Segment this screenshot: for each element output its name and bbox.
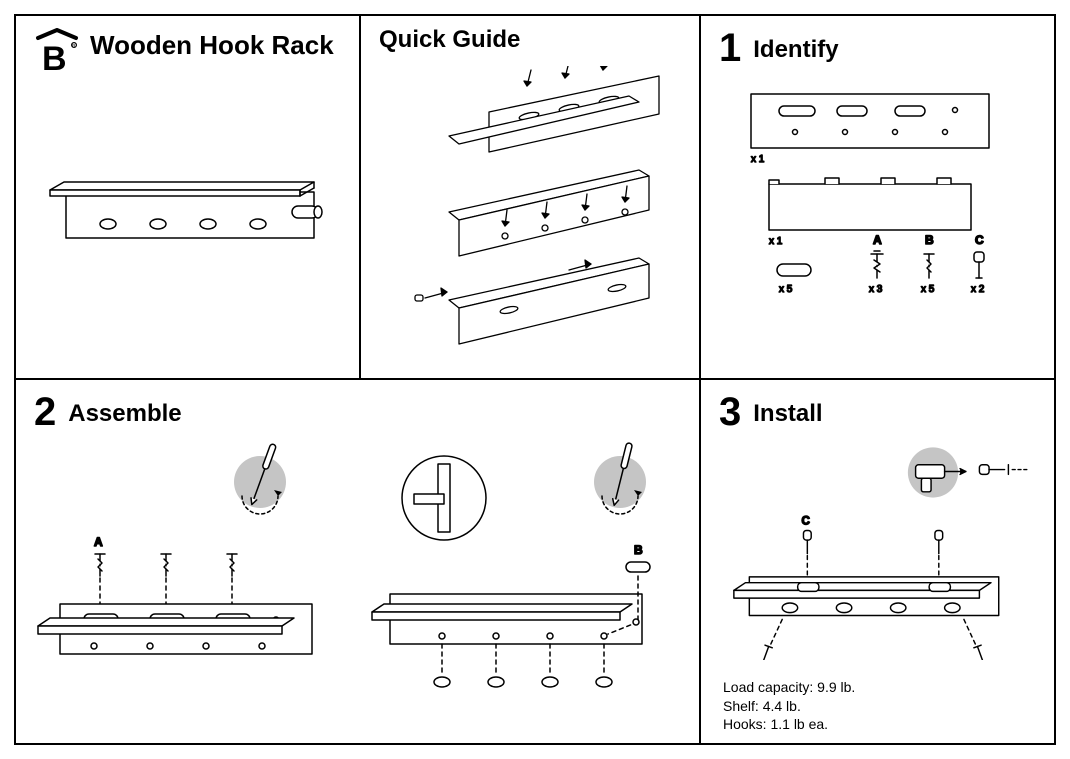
install-label-c: C — [802, 514, 811, 527]
quick-guide-title: Quick Guide — [379, 28, 681, 52]
panel-step-identify: 1 Identify x 1 — [701, 16, 1054, 378]
part-letter-b: B — [925, 233, 934, 247]
qty-peg: x 5 — [779, 284, 793, 295]
step1-title: Identify — [753, 28, 838, 62]
qty-screw-a: x 3 — [869, 284, 883, 295]
load-line-3: Hooks: 1.1 lb ea. — [723, 715, 855, 733]
assemble-label-a: A — [94, 535, 103, 549]
panel-step-assemble: 2 Assemble — [16, 380, 701, 744]
qty-screw-b: x 5 — [921, 284, 935, 295]
install-diagram: C — [715, 428, 1035, 660]
load-capacity-block: Load capacity: 9.9 lb. Shelf: 4.4 lb. Ho… — [723, 678, 855, 733]
panel-step-install: 3 Install — [701, 380, 1054, 744]
qty-anchor-c: x 2 — [971, 284, 985, 295]
load-line-1: Load capacity: 9.9 lb. — [723, 678, 855, 696]
product-illustration — [30, 96, 340, 336]
brand-logo: B R — [34, 28, 80, 74]
step3-number: 3 — [719, 392, 741, 432]
identify-diagram: x 1 x 1 A B C x 5 — [721, 76, 1031, 356]
assemble-diagram: A — [32, 426, 682, 726]
qty-shelf: x 1 — [769, 236, 783, 247]
quick-guide-diagram — [379, 66, 679, 346]
qty-back-panel: x 1 — [751, 154, 765, 165]
panel-quick-guide: Quick Guide — [361, 16, 701, 378]
product-title: Wooden Hook Rack — [90, 28, 334, 58]
step3-title: Install — [753, 392, 822, 426]
part-letter-c: C — [975, 233, 984, 247]
load-line-2: Shelf: 4.4 lb. — [723, 697, 855, 715]
assemble-label-b: B — [634, 543, 643, 557]
svg-text:B: B — [42, 40, 67, 74]
step1-number: 1 — [719, 28, 741, 68]
step2-title: Assemble — [68, 392, 181, 426]
panel-product: B R Wooden Hook Rack — [16, 16, 361, 378]
part-letter-a: A — [873, 233, 882, 247]
